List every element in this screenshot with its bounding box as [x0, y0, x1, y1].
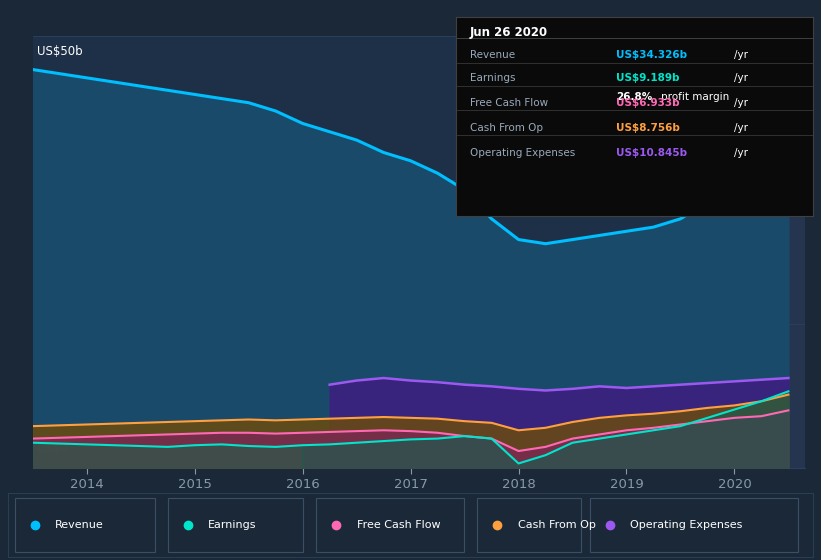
- Text: /yr: /yr: [734, 50, 748, 60]
- Text: /yr: /yr: [734, 148, 748, 157]
- Text: Earnings: Earnings: [208, 520, 256, 530]
- Bar: [708, 36, 805, 468]
- Text: US$0: US$0: [37, 442, 67, 455]
- Text: US$6.933b: US$6.933b: [617, 98, 680, 108]
- Text: US$50b: US$50b: [37, 45, 82, 58]
- Text: Free Cash Flow: Free Cash Flow: [356, 520, 440, 530]
- Text: /yr: /yr: [734, 73, 748, 83]
- Text: Earnings: Earnings: [470, 73, 516, 83]
- Text: Revenue: Revenue: [470, 50, 515, 60]
- Text: Free Cash Flow: Free Cash Flow: [470, 98, 548, 108]
- Text: Operating Expenses: Operating Expenses: [470, 148, 576, 157]
- Text: Operating Expenses: Operating Expenses: [631, 520, 742, 530]
- Text: US$8.756b: US$8.756b: [617, 123, 681, 133]
- Text: /yr: /yr: [734, 123, 748, 133]
- Text: /yr: /yr: [734, 98, 748, 108]
- Text: Jun 26 2020: Jun 26 2020: [470, 26, 548, 39]
- Text: 26.8%: 26.8%: [617, 92, 653, 102]
- Text: US$10.845b: US$10.845b: [617, 148, 687, 157]
- Text: Cash From Op: Cash From Op: [517, 520, 595, 530]
- Text: Revenue: Revenue: [55, 520, 103, 530]
- Text: US$34.326b: US$34.326b: [617, 50, 687, 60]
- Text: Cash From Op: Cash From Op: [470, 123, 543, 133]
- Text: profit margin: profit margin: [661, 92, 729, 102]
- Text: US$9.189b: US$9.189b: [617, 73, 680, 83]
